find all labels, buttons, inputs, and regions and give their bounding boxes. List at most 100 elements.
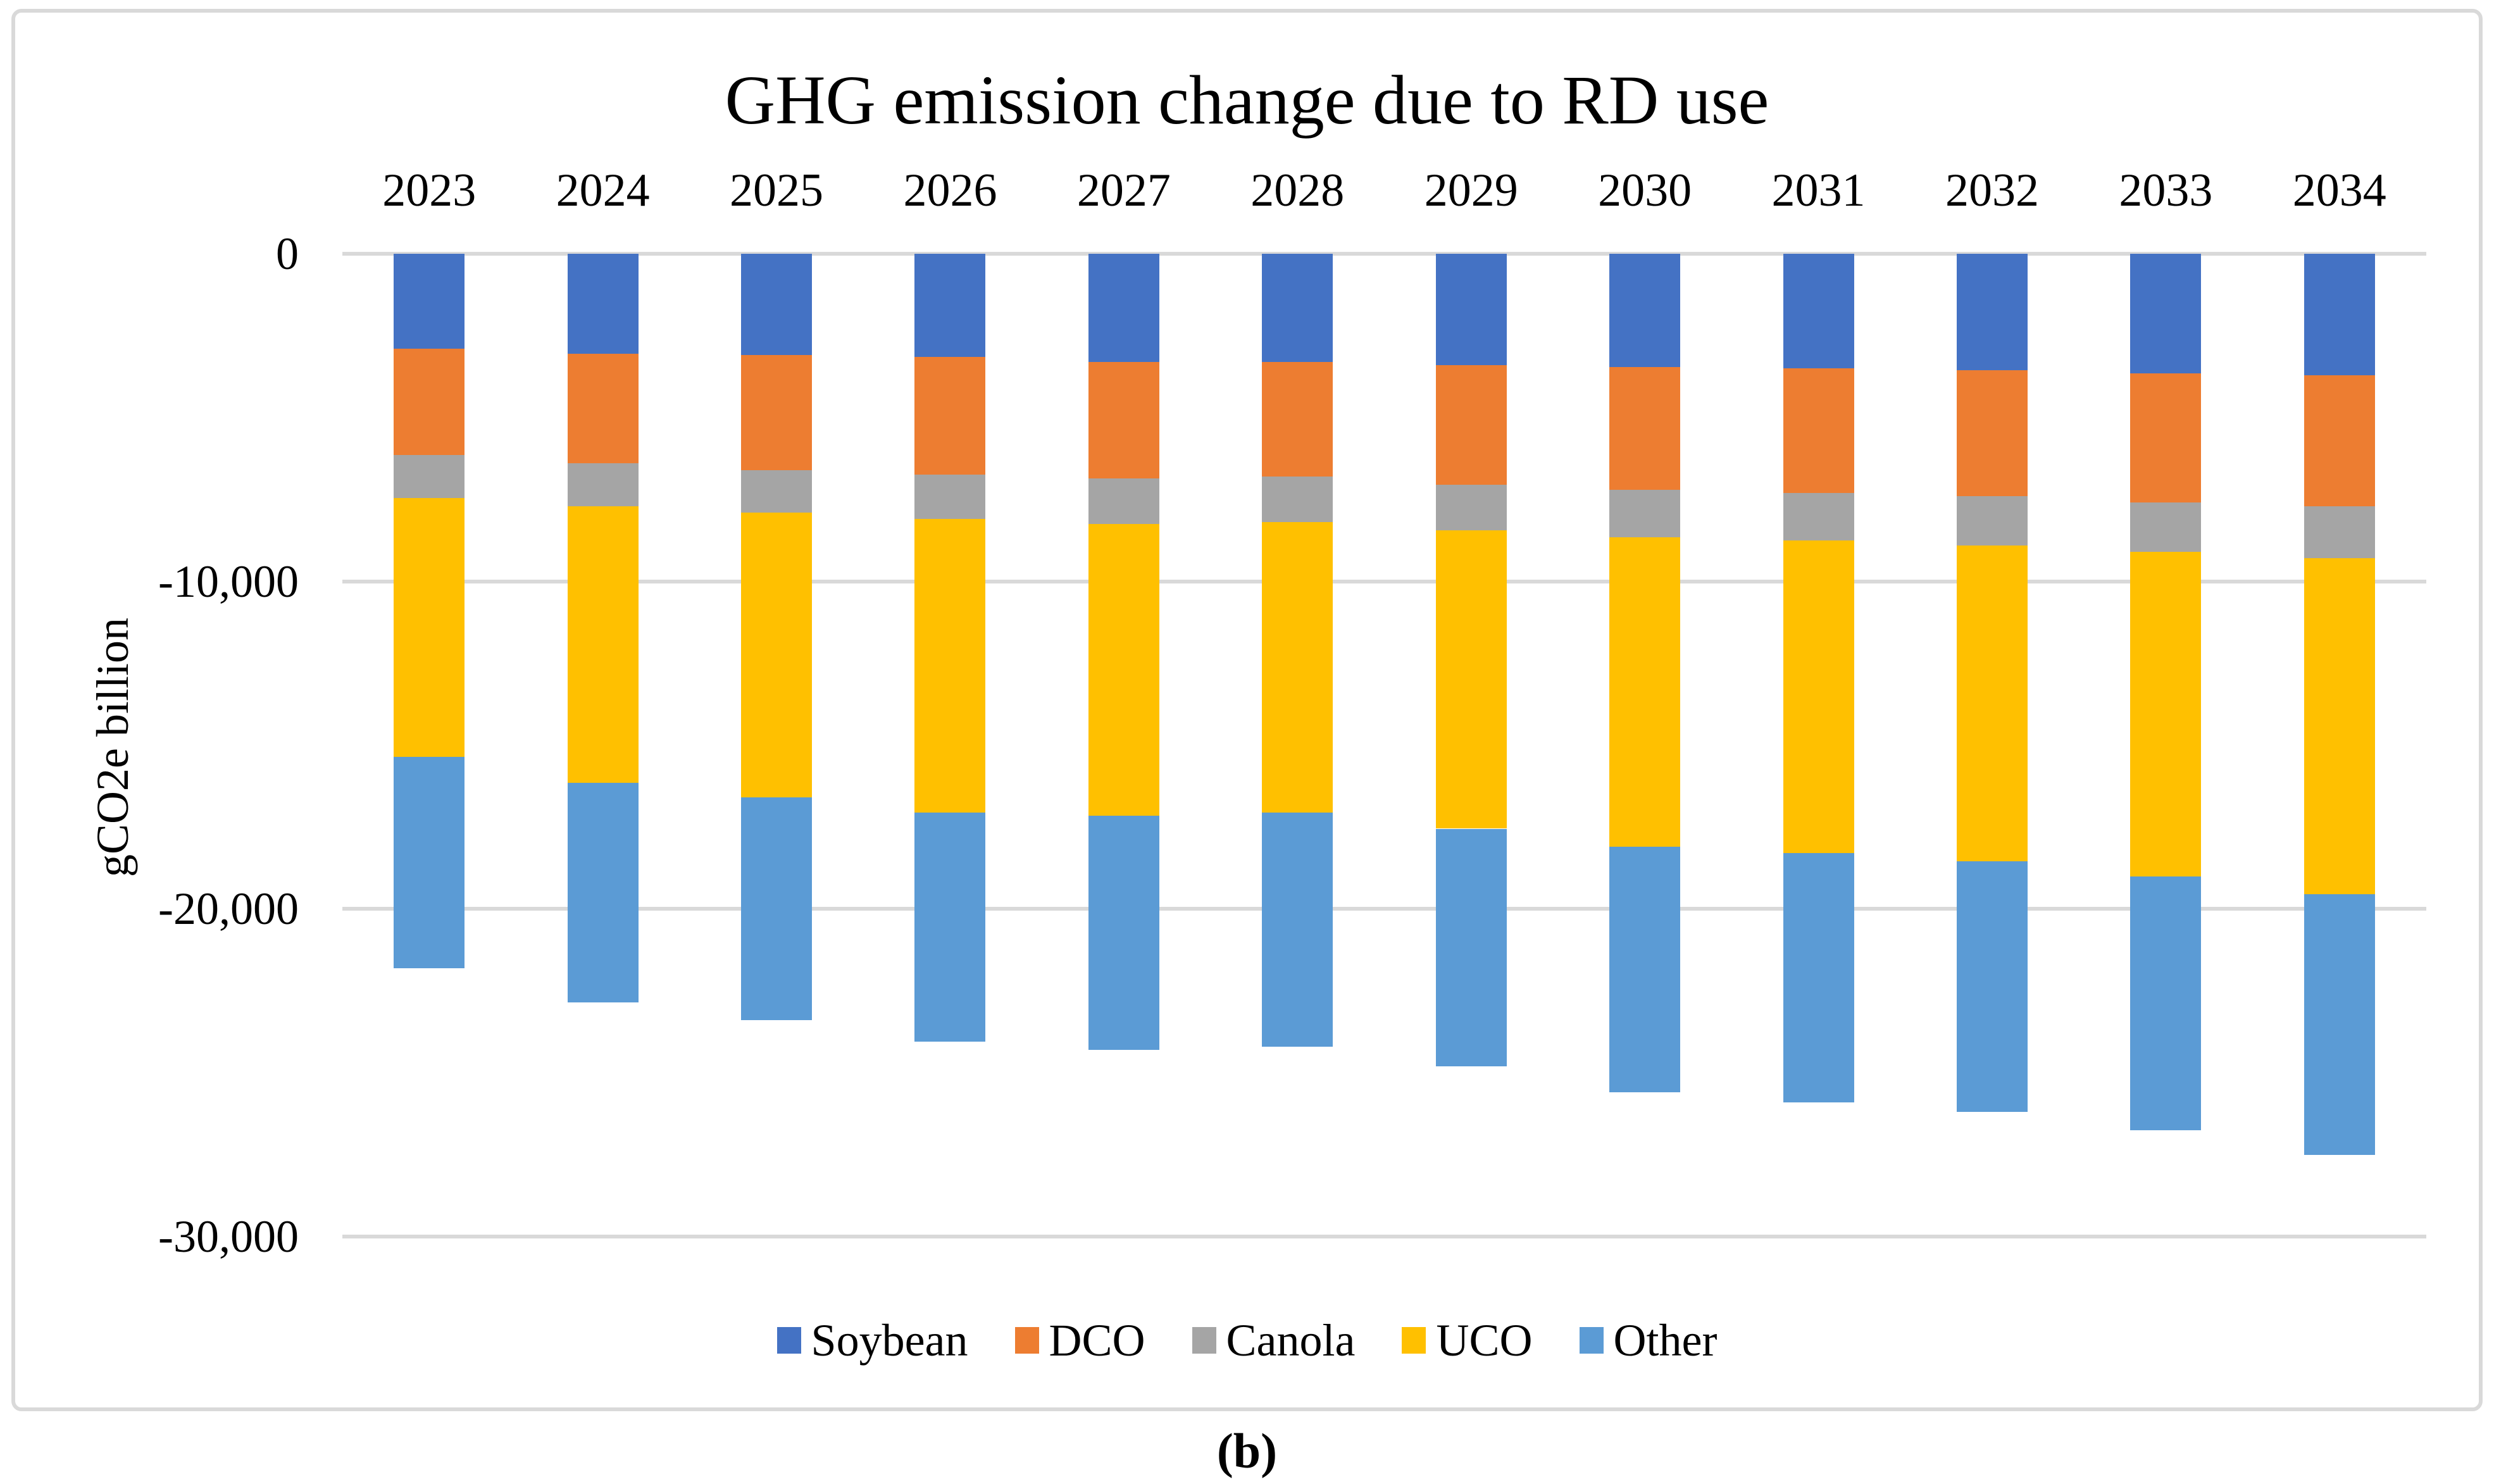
bar-segment-soybean-2032 [1956, 254, 2028, 370]
bar-segment-canola-2034 [2304, 506, 2375, 559]
x-year-label: 2030 [1598, 165, 1692, 216]
bar-segment-uco-2030 [1609, 537, 1681, 847]
legend-item-canola: Canola [1192, 1315, 1356, 1366]
plot-area: 0 -10,000 -20,000 -30,000 2023 2024 2025 2026 20… [158, 165, 2426, 1262]
bar-segment-other-2028 [1262, 812, 1333, 1047]
bar-segment-dco-2026 [914, 357, 986, 475]
x-year-label: 2034 [2292, 165, 2386, 216]
bar-segment-soybean-2024 [567, 254, 639, 354]
bar-segment-soybean-2023 [394, 254, 465, 349]
bar-segment-uco-2025 [741, 512, 813, 798]
bar-segment-uco-2031 [1783, 540, 1854, 854]
bar-segment-soybean-2031 [1783, 254, 1854, 369]
bar-segment-uco-2026 [914, 519, 986, 813]
legend-item-dco: DCO [1014, 1315, 1145, 1366]
y-tick-label: -10,000 [158, 556, 299, 607]
bar-segment-uco-2033 [2130, 552, 2202, 876]
bar-segment-other-2024 [567, 783, 639, 1002]
bar-segment-other-2031 [1783, 853, 1854, 1102]
bar-segment-dco-2034 [2304, 375, 2375, 506]
chart-legend: Soybean DCO Canola UCO Other [0, 1315, 2494, 1366]
bar-segment-canola-2026 [914, 475, 986, 520]
x-year-label: 2031 [1771, 165, 1866, 216]
gridline [342, 252, 2426, 256]
bar-segment-dco-2024 [567, 353, 639, 464]
bar-segment-uco-2027 [1088, 524, 1159, 816]
bar-segment-soybean-2029 [1435, 254, 1507, 365]
x-year-label: 2026 [903, 165, 997, 216]
legend-swatch-icon [1402, 1327, 1426, 1354]
y-tick-label: -30,000 [158, 1211, 299, 1262]
bar-segment-other-2027 [1088, 815, 1159, 1050]
bar-segment-soybean-2026 [914, 254, 986, 358]
chart-title: GHG emission change due to RD use [725, 61, 1769, 139]
bar-segment-uco-2028 [1262, 522, 1333, 813]
bar-segment-canola-2031 [1783, 492, 1854, 540]
legend-label: UCO [1436, 1315, 1533, 1366]
bar-segment-other-2029 [1435, 828, 1507, 1066]
legend-label: Soybean [811, 1315, 968, 1366]
x-year-label: 2025 [730, 165, 824, 216]
bar-segment-dco-2025 [741, 355, 813, 470]
legend-swatch-icon [1579, 1327, 1604, 1354]
legend-label: Other [1613, 1315, 1718, 1366]
bar-segment-uco-2032 [1956, 545, 2028, 862]
legend-label: DCO [1049, 1315, 1145, 1366]
bar-segment-soybean-2027 [1088, 254, 1159, 362]
bar-segment-soybean-2033 [2130, 254, 2202, 373]
bar-segment-canola-2029 [1435, 484, 1507, 531]
bar-segment-soybean-2028 [1262, 254, 1333, 362]
bar-segment-other-2032 [1956, 861, 2028, 1113]
bar-segment-canola-2027 [1088, 478, 1159, 525]
x-year-label: 2028 [1250, 165, 1345, 216]
bar-segment-soybean-2030 [1609, 254, 1681, 367]
y-axis-title: gCO2e billion [87, 618, 138, 877]
bar-segment-other-2033 [2130, 876, 2202, 1130]
x-year-label: 2024 [556, 165, 650, 216]
bar-segment-canola-2025 [741, 470, 813, 513]
bar-segment-canola-2030 [1609, 489, 1681, 537]
bar-segment-other-2026 [914, 812, 986, 1042]
x-year-label: 2033 [2119, 165, 2213, 216]
bar-segment-other-2034 [2304, 894, 2375, 1155]
legend-swatch-icon [1192, 1327, 1216, 1354]
bar-segment-soybean-2025 [741, 254, 813, 356]
bar-segment-uco-2023 [394, 497, 465, 757]
legend-item-uco: UCO [1402, 1315, 1533, 1366]
gridline [342, 579, 2426, 583]
bar-segment-canola-2032 [1956, 496, 2028, 546]
x-year-label: 2032 [1945, 165, 2039, 216]
bar-segment-soybean-2034 [2304, 254, 2375, 375]
bar-segment-dco-2031 [1783, 368, 1854, 493]
bar-segment-other-2025 [741, 797, 813, 1021]
bar-segment-dco-2027 [1088, 361, 1159, 478]
legend-item-soybean: Soybean [776, 1315, 968, 1366]
bar-segment-dco-2023 [394, 349, 465, 456]
bar-segment-uco-2024 [567, 506, 639, 783]
bar-segment-dco-2029 [1435, 365, 1507, 485]
figure-caption: (b) [1216, 1423, 1278, 1478]
y-tick-label: -20,000 [158, 883, 299, 935]
bar-segment-uco-2034 [2304, 558, 2375, 895]
bar-segment-dco-2030 [1609, 366, 1681, 490]
bar-segment-uco-2029 [1435, 530, 1507, 829]
x-year-label: 2023 [382, 165, 477, 216]
legend-swatch-icon [1014, 1327, 1039, 1354]
bar-segment-canola-2023 [394, 455, 465, 498]
legend-swatch-icon [776, 1327, 801, 1354]
gridline [342, 907, 2426, 911]
bar-segment-dco-2028 [1262, 361, 1333, 477]
bar-segment-dco-2033 [2130, 373, 2202, 503]
gridline [342, 1235, 2426, 1238]
legend-label: Canola [1226, 1315, 1356, 1366]
bar-segment-canola-2028 [1262, 477, 1333, 523]
x-year-label: 2027 [1076, 165, 1171, 216]
bar-segment-dco-2032 [1956, 370, 2028, 497]
x-year-label: 2029 [1424, 165, 1518, 216]
y-tick-label: 0 [276, 228, 299, 279]
bar-segment-canola-2033 [2130, 502, 2202, 552]
legend-item-other: Other [1579, 1315, 1718, 1366]
bar-segment-other-2023 [394, 756, 465, 968]
bar-segment-other-2030 [1609, 846, 1681, 1093]
